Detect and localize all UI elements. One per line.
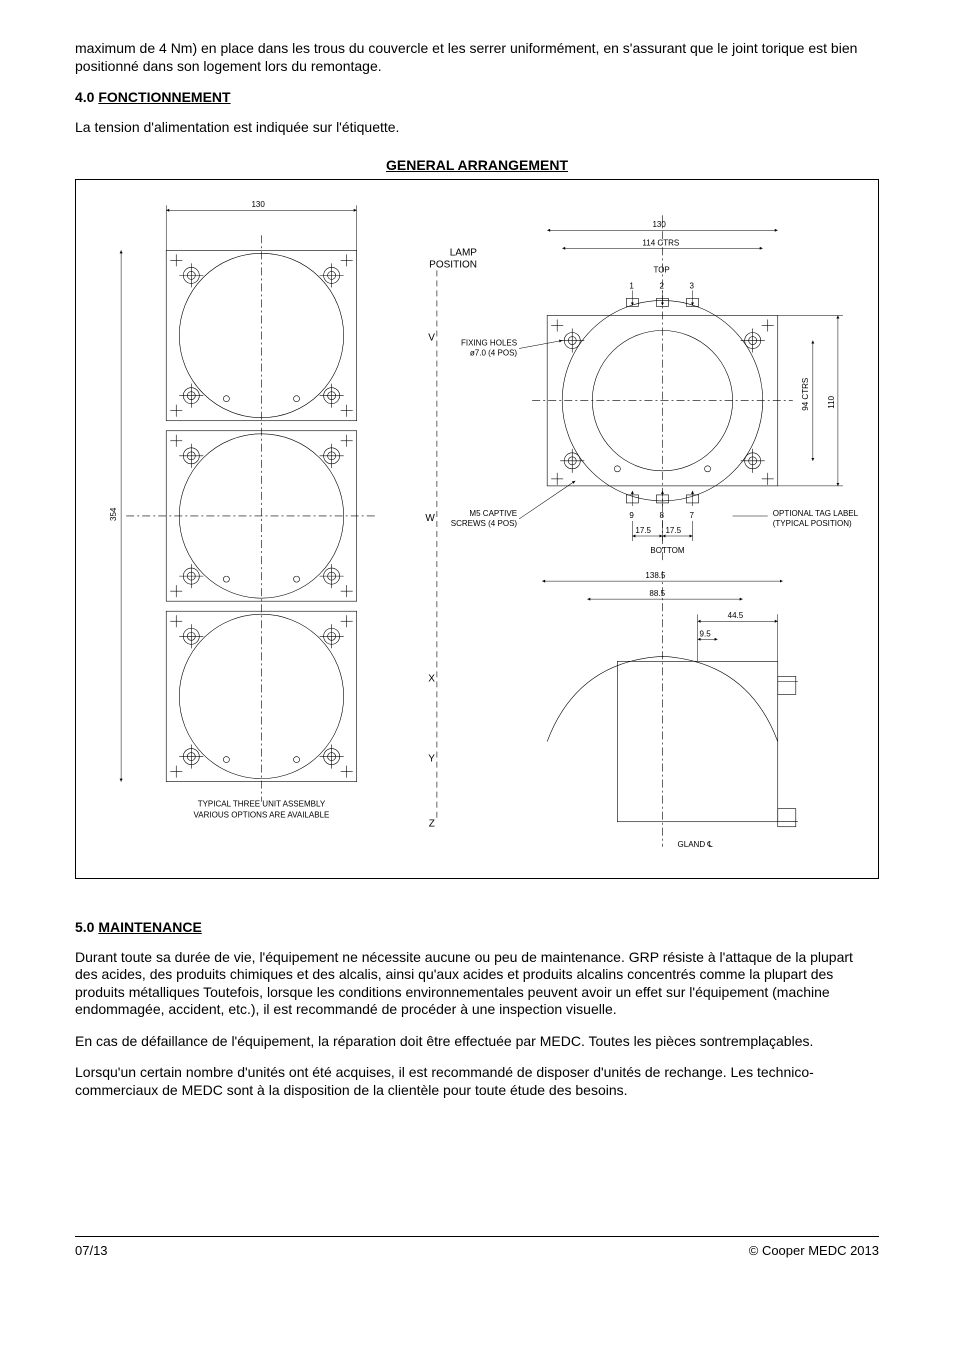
dim-95: 9.5: [700, 629, 712, 638]
label-Z: Z: [429, 818, 435, 829]
label-lamp-l2: POSITION: [429, 259, 477, 270]
label-fix-l1: FIXING HOLES: [461, 338, 517, 347]
label-V: V: [428, 332, 435, 343]
page-footer: 07/13 © Cooper MEDC 2013: [75, 1236, 879, 1258]
label-W: W: [425, 512, 435, 523]
intro-paragraph: maximum de 4 Nm) en place dans les trous…: [75, 40, 879, 75]
section-4-num: 4.0: [75, 89, 94, 105]
para-5-2: En cas de défaillance de l'équipement, l…: [75, 1033, 879, 1051]
label-bottom: BOTTOM: [650, 546, 684, 555]
section-4-body: La tension d'alimentation est indiquée s…: [75, 119, 879, 137]
dim-right-130: 130: [652, 220, 666, 229]
label-gland: GLAND ℄: [678, 839, 714, 848]
svg-text:9: 9: [629, 510, 634, 519]
svg-text:8: 8: [659, 510, 664, 519]
section-4-title: FONCTIONNEMENT: [98, 89, 230, 105]
label-typ-l2: VARIOUS OPTIONS ARE AVAILABLE: [194, 810, 330, 819]
label-typ-l1: TYPICAL THREE UNIT ASSEMBLY: [198, 799, 326, 808]
top-entry-arrows: 1 2 3: [626, 281, 698, 306]
dim-354: 354: [109, 507, 118, 521]
bottom-entry-arrows: 9 8 7: [626, 490, 698, 519]
svg-text:7: 7: [690, 510, 695, 519]
para-5-3: Lorsqu'un certain nombre d'unités ont ét…: [75, 1064, 879, 1099]
dim-885: 88.5: [649, 589, 665, 598]
general-arrangement-diagram: 130 354 TYPICAL THREE UNIT ASSEMBLY VARI…: [75, 179, 879, 879]
dim-94ctrs: 94 CTRS: [801, 377, 810, 410]
label-captive-l1: M5 CAPTIVE: [469, 508, 517, 517]
label-Y: Y: [428, 753, 435, 764]
label-tag-l2: (TYPICAL POSITION): [773, 518, 852, 527]
dim-175a: 17.5: [635, 526, 651, 535]
label-fix-l2: ø7.0 (4 POS): [470, 348, 518, 357]
para-5-1: Durant toute sa durée de vie, l'équipeme…: [75, 949, 879, 1019]
label-tag-l1: OPTIONAL TAG LABEL: [773, 508, 859, 517]
label-top: TOP: [653, 265, 669, 274]
dim-110: 110: [827, 395, 836, 408]
svg-text:3: 3: [690, 281, 695, 290]
svg-text:1: 1: [629, 281, 634, 290]
dim-445: 44.5: [728, 611, 744, 620]
label-captive-l2: SCREWS (4 POS): [451, 518, 518, 527]
dim-114ctrs: 114 CTRS: [642, 238, 679, 247]
section-4-heading: 4.0 FONCTIONNEMENT: [75, 89, 879, 105]
dim-left-130: 130: [251, 200, 265, 209]
svg-text:2: 2: [659, 281, 664, 290]
footer-right: © Cooper MEDC 2013: [749, 1243, 879, 1258]
label-X: X: [428, 673, 435, 684]
label-lamp-l1: LAMP: [450, 247, 478, 258]
section-5-title: MAINTENANCE: [98, 919, 201, 935]
diagram-title: GENERAL ARRANGEMENT: [75, 157, 879, 173]
footer-left: 07/13: [75, 1243, 108, 1258]
dim-1385: 138.5: [645, 571, 666, 580]
side-profile: [547, 571, 798, 847]
section-5-num: 5.0: [75, 919, 94, 935]
section-5-heading: 5.0 MAINTENANCE: [75, 919, 879, 935]
dim-175b: 17.5: [665, 526, 681, 535]
